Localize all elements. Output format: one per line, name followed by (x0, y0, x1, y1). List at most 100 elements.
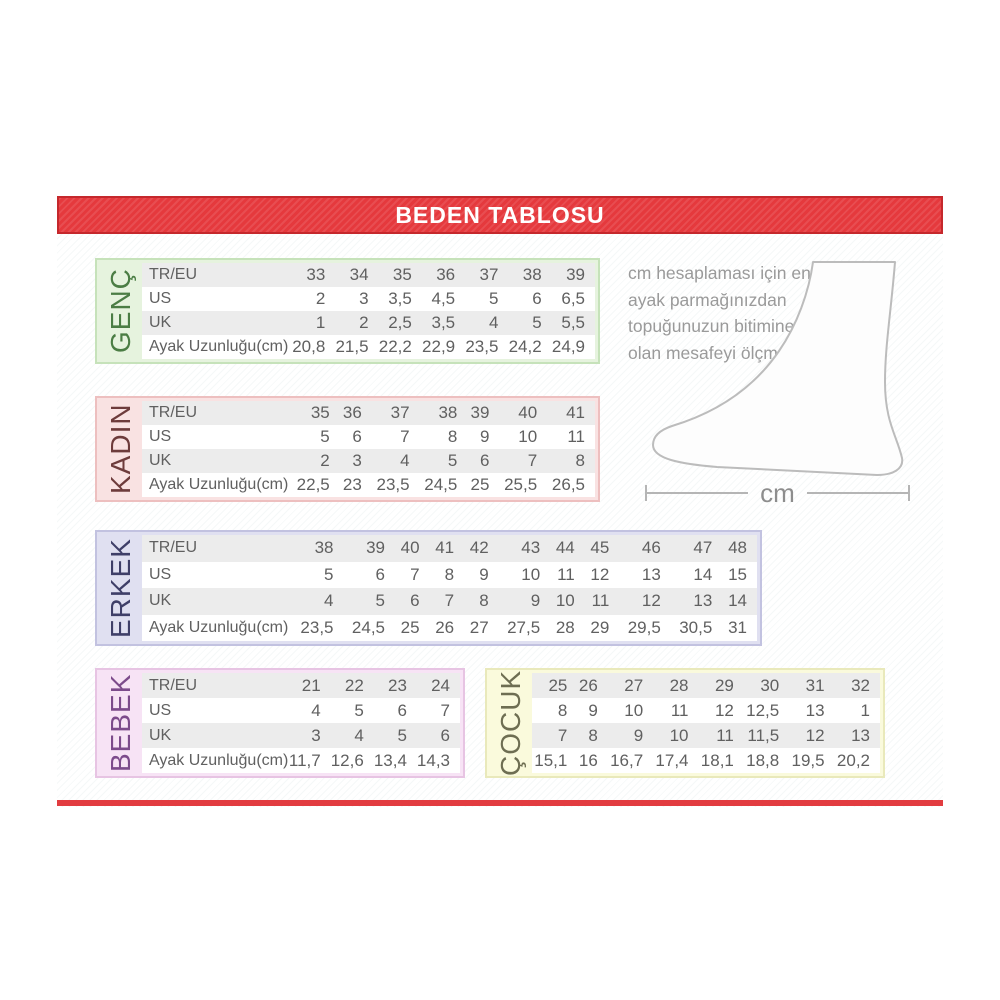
size-cell: 36 (436, 265, 456, 284)
size-cell: 23,5 (465, 337, 499, 356)
size-cell: 33 (306, 265, 326, 284)
size-cell: 5 (488, 289, 499, 308)
size-cell: 21,5 (335, 337, 369, 356)
row-header: TR/EU (149, 539, 197, 557)
size-chart-page: BEDEN TABLOSU GENÇ TR/EU 33 34 35 36 37 38 39 US 2… (57, 196, 943, 807)
size-cell: 27,5 (507, 617, 541, 637)
size-cell: 24,5 (351, 617, 385, 637)
size-cell: 3 (311, 725, 321, 745)
size-cell: 37 (479, 265, 499, 284)
size-cell: 18,8 (746, 750, 780, 770)
size-cell: 36 (342, 403, 362, 422)
size-cell: 3,5 (431, 313, 456, 332)
size-grid-kadin: TR/EU 35 36 37 38 39 40 41 US 5 6 7 8 9 10 11 UK 2 3 4 5 6 7 8 A… (142, 401, 595, 497)
size-cell: 41 (566, 403, 585, 422)
size-cell: 8 (557, 700, 568, 720)
size-cell: 11 (591, 591, 610, 611)
size-cell: 4 (354, 725, 364, 745)
size-cell: 6 (397, 700, 407, 720)
size-cell: 9 (588, 700, 598, 720)
size-cell: 5 (375, 591, 385, 611)
size-cell: 45 (590, 538, 610, 558)
size-cell: 11 (670, 700, 689, 720)
size-cell: 25 (470, 475, 490, 494)
size-cell: 23 (342, 475, 362, 494)
table-label-bebek: BEBEK (105, 673, 136, 773)
size-cell: 6 (479, 451, 490, 470)
size-cell: 7 (440, 700, 450, 720)
size-cell: 5 (447, 451, 458, 470)
bottom-bar (57, 800, 943, 806)
table-row: US 4 5 6 7 (142, 698, 460, 723)
row-header: TR/EU (149, 404, 197, 421)
row-header: US (149, 428, 172, 445)
size-cell: 22,9 (422, 337, 456, 356)
size-cell: 6 (532, 289, 542, 308)
size-cell: 28 (669, 675, 689, 695)
size-cell: 37 (390, 403, 410, 422)
table-label-kadin: KADIN (105, 403, 136, 495)
table-label-genc: GENÇ (105, 268, 136, 354)
row-header: Ayak Uzunluğu(cm) (149, 618, 289, 636)
table-row: US 2 3 3,5 4,5 5 6 6,5 (142, 287, 595, 311)
size-cell: 4 (488, 313, 499, 332)
table-label-cocuk: ÇOCUK (495, 669, 526, 777)
size-cell: 21 (301, 675, 321, 695)
row-header: TR/EU (149, 676, 197, 694)
size-cell: 26 (435, 617, 455, 637)
size-cell: 40 (518, 403, 538, 422)
size-cell: 5 (320, 427, 330, 446)
table-row: TR/EU 33 34 35 36 37 38 39 (142, 263, 595, 287)
size-cell: 39 (366, 538, 385, 558)
measure-line: cm (645, 478, 911, 508)
table-row: UK 1 2 2,5 3,5 4 5 5,5 (142, 311, 595, 335)
size-cell: 30 (760, 675, 780, 695)
size-cell: 6 (352, 427, 362, 446)
table-row: UK 2 3 4 5 6 7 8 (142, 449, 595, 473)
size-cell: 22,5 (296, 475, 330, 494)
size-cell: 6 (440, 725, 450, 745)
table-row: Ayak Uzunluğu(cm) 20,8 21,5 22,2 22,9 23,5 24,… (142, 335, 595, 359)
row-header: UK (149, 314, 172, 331)
size-cell: 35 (310, 403, 330, 422)
size-cell: 29 (590, 617, 610, 637)
size-cell: 13 (693, 591, 713, 611)
size-grid-erkek: TR/EU 38 39 40 41 42 43 44 45 46 47 48 US 5 6 7 8 9 10 11 12… (142, 535, 757, 641)
size-cell: 2 (320, 451, 330, 470)
size-cell: 32 (851, 675, 870, 695)
size-cell: 11 (567, 427, 585, 446)
header-banner: BEDEN TABLOSU (57, 196, 943, 234)
size-cell: 12 (641, 591, 661, 611)
row-header: TR/EU (149, 266, 197, 283)
size-cell: 12,6 (330, 750, 364, 770)
size-table-kadin: KADIN TR/EU 35 36 37 38 39 40 41 US 5 6 7 8 9 10 11 UK 2 3 4… (95, 396, 600, 502)
row-header: US (149, 701, 172, 719)
size-cell: 6,5 (561, 289, 585, 308)
size-cell: 2,5 (388, 313, 412, 332)
size-cell: 2 (359, 313, 369, 332)
size-cell: 27 (469, 617, 489, 637)
size-cell: 25 (400, 617, 420, 637)
table-row: TR/EU 21 22 23 24 (142, 673, 460, 698)
row-header: Ayak Uzunluğu(cm) (149, 338, 289, 355)
size-cell: 4,5 (431, 289, 456, 308)
size-cell: 40 (400, 538, 420, 558)
table-row: US 5 6 7 8 9 10 11 (142, 425, 595, 449)
size-cell: 1 (860, 700, 870, 720)
size-cell: 35 (392, 265, 412, 284)
size-cell: 5 (324, 564, 334, 584)
size-cell: 9 (530, 591, 541, 611)
size-cell: 1 (315, 313, 326, 332)
size-cell: 10 (624, 700, 644, 720)
size-cell: 12 (714, 700, 734, 720)
row-header: US (149, 565, 172, 583)
table-row: UK 4 5 6 7 8 9 10 11 12 13 14 (142, 588, 757, 615)
size-cell: 5 (532, 313, 542, 332)
size-cell: 5 (397, 725, 407, 745)
size-cell: 7 (444, 591, 455, 611)
size-cell: 24,2 (508, 337, 542, 356)
size-cell: 3 (352, 451, 362, 470)
size-cell: 15 (728, 564, 747, 584)
size-table-genc: GENÇ TR/EU 33 34 35 36 37 38 39 US 2 3 3,5 4,5 5 6 6,5 UK… (95, 258, 600, 364)
size-cell: 9 (633, 725, 644, 745)
